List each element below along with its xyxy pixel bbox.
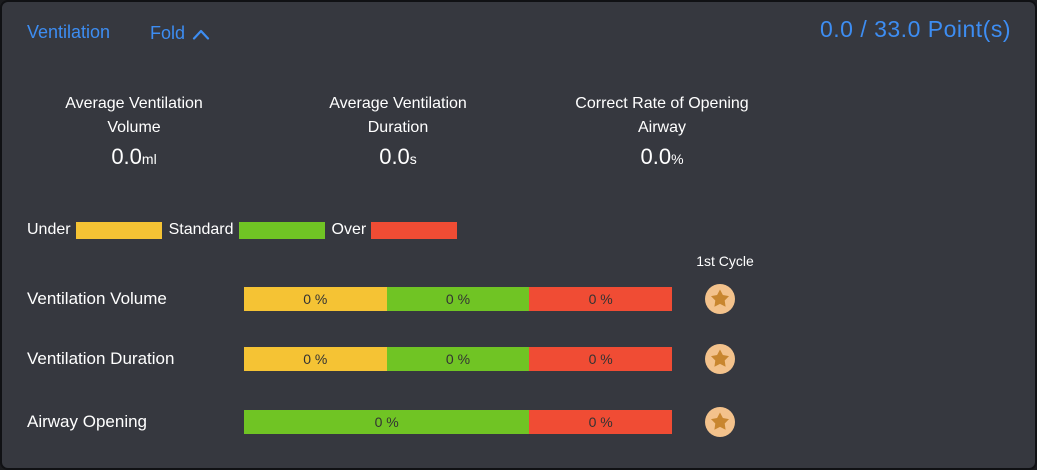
chevron-up-icon (192, 24, 210, 45)
bar-segment-over: 0 % (529, 347, 672, 371)
row-label: Ventilation Duration (27, 349, 175, 368)
bar-segment-standard: 0 % (244, 410, 530, 434)
stacked-bar: 0 % 0 % 0 % (244, 287, 672, 311)
bar-segment-standard: 0 % (386, 347, 530, 371)
stat-value: 0.0s (379, 144, 417, 169)
summary-stats: Average Ventilation Volume 0.0ml Average… (2, 92, 794, 170)
stat-unit: s (409, 151, 417, 167)
fold-toggle[interactable]: Fold (150, 22, 210, 45)
stacked-bar: 0 % 0 % (244, 410, 672, 434)
stat-value: 0.0% (640, 144, 684, 169)
legend-swatch-standard (238, 221, 325, 239)
stacked-bar: 0 % 0 % 0 % (244, 347, 672, 371)
bar-segment-under: 0 % (244, 347, 387, 371)
fold-label: Fold (150, 23, 186, 43)
stat-avg-ventilation-duration: Average Ventilation Duration 0.0s (266, 92, 530, 170)
score-row-ventilation-duration: Ventilation Duration 0 % 0 % 0 % (2, 344, 1035, 374)
legend-label-over: Over (331, 221, 367, 238)
stat-unit: ml (141, 151, 157, 167)
stat-label: Average Ventilation Volume (65, 95, 203, 136)
bar-segment-standard: 0 % (386, 287, 530, 311)
score-row-ventilation-volume: Ventilation Volume 0 % 0 % 0 % (2, 284, 1035, 314)
cycle-medal-star-icon (705, 284, 735, 314)
row-label: Ventilation Volume (27, 289, 167, 308)
legend-swatch-over (371, 221, 458, 239)
legend-swatch-under (75, 221, 162, 239)
points-score: 0.0 / 33.0 Point(s) (819, 16, 1011, 42)
stat-avg-ventilation-volume: Average Ventilation Volume 0.0ml (2, 92, 266, 170)
cycle-medal-star-icon (705, 344, 735, 374)
cycle-column-header: 1st Cycle (696, 253, 754, 269)
bar-segment-over: 0 % (529, 410, 672, 434)
panel-title: Ventilation (27, 22, 111, 42)
stat-correct-rate-airway: Correct Rate of Opening Airway 0.0% (530, 92, 794, 170)
legend: Under Standard Over (27, 221, 464, 239)
stat-value: 0.0ml (111, 144, 157, 169)
legend-label-standard: Standard (168, 221, 234, 238)
bar-segment-under: 0 % (244, 287, 387, 311)
stat-unit: % (671, 151, 684, 167)
cycle-medal-star-icon (705, 407, 735, 437)
legend-label-under: Under (27, 221, 71, 238)
row-label: Airway Opening (27, 412, 148, 431)
score-row-airway-opening: Airway Opening 0 % 0 % (2, 407, 1035, 437)
stat-label: Correct Rate of Opening Airway (575, 95, 749, 136)
bar-segment-over: 0 % (529, 287, 672, 311)
stat-label: Average Ventilation Duration (329, 95, 467, 136)
